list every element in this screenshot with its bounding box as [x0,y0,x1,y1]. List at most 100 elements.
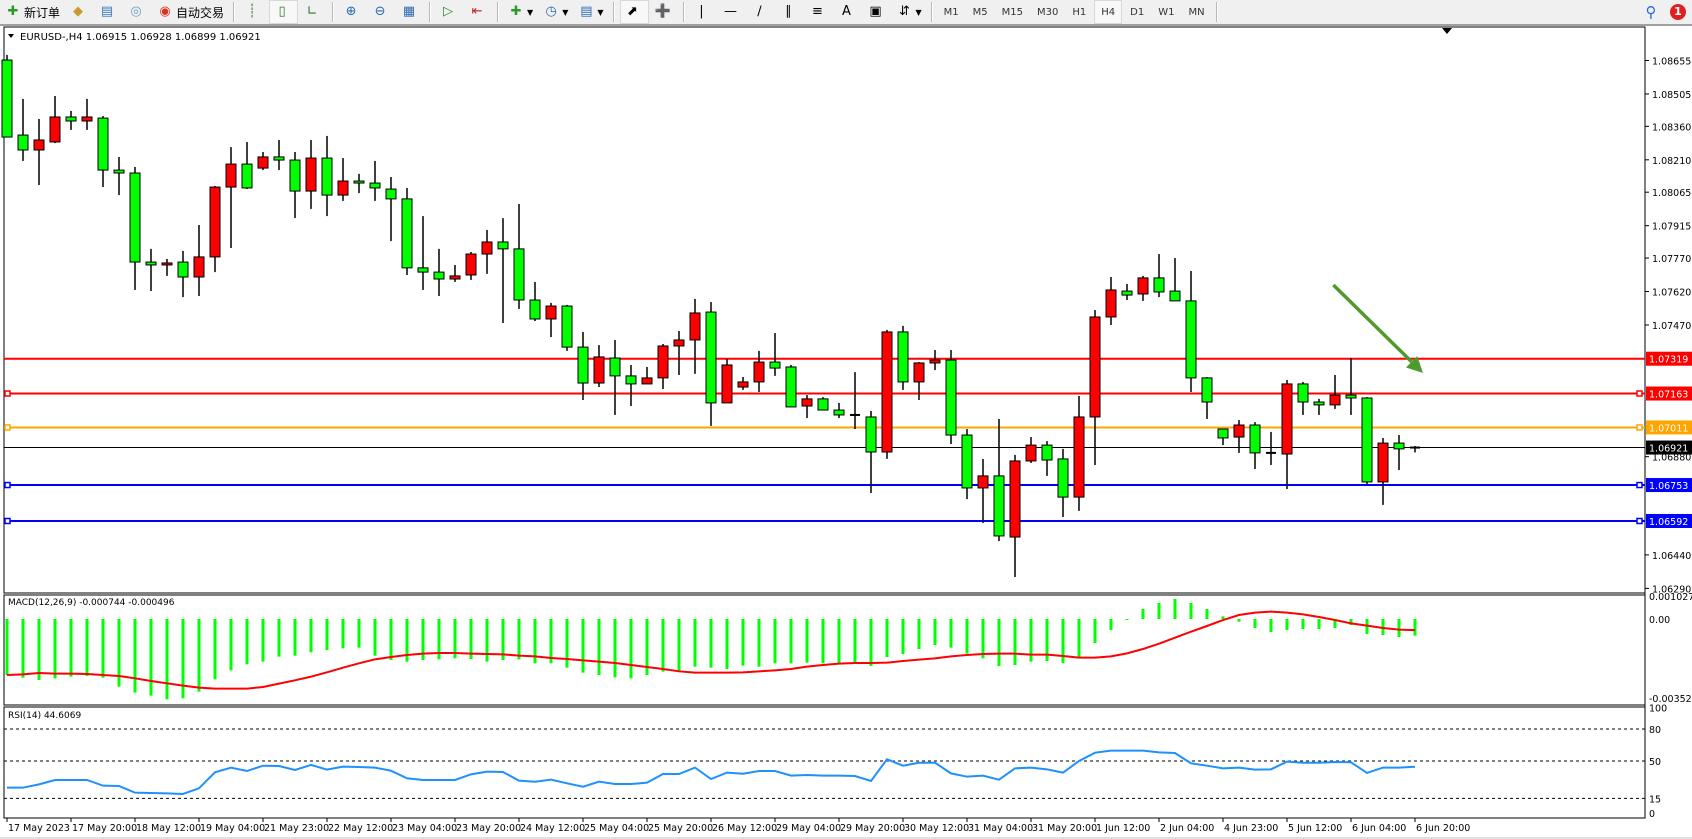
macd-histogram-bar [373,619,377,656]
crosshair-button[interactable]: ➕ [651,1,678,23]
auto-trading-icon: ◉ [159,4,171,19]
macd-histogram-bar [117,619,121,687]
candle [113,156,125,196]
timeframe-d1[interactable]: D1 [1130,6,1145,18]
indicators-button[interactable]: ✚ ▼ [504,1,537,23]
macd-histogram-bar [325,619,329,650]
timeframe-mn[interactable]: MN [1188,6,1205,18]
zoom-out-icon: ⊖ [374,4,386,19]
horizontal-line-button[interactable]: — [719,1,746,23]
bar-chart-button[interactable]: ┊ [240,1,267,23]
candle [417,216,429,290]
candle [593,345,605,388]
autoscroll-button[interactable]: ⇤ [465,1,492,23]
candle [1410,445,1420,453]
chart-menu-triangle-icon[interactable] [8,34,14,38]
rsi-tick-label: 80 [1649,725,1661,736]
timeframe-w1[interactable]: W1 [1158,6,1175,18]
tile-windows-button[interactable]: ▦ [397,1,424,23]
timeframe-m15[interactable]: M15 [1001,6,1024,18]
macd-tick-label: 0.001027 [1649,592,1692,603]
candle [689,298,701,374]
candle-body [241,163,253,189]
equidistant-channel-button[interactable]: ∥ [777,1,804,23]
candle [705,302,717,426]
level-handle-left [4,390,11,397]
candle [1137,275,1149,301]
macd-histogram-bar [949,619,953,648]
candle-body [1201,377,1213,403]
time-label: 17 May 20:00 [72,823,137,834]
macd-histogram-bar [501,619,505,661]
navigator-button[interactable]: ▤ [95,1,122,23]
candle-body [401,198,413,269]
cursor-button[interactable]: ⬈ [619,0,649,24]
trendline-button[interactable]: ∕ [748,1,775,23]
chart-shift-marker-icon[interactable] [1442,28,1452,34]
candlestick-button[interactable]: ▯ [269,0,299,24]
candle [513,204,525,309]
candle [369,160,381,201]
candle-body [1393,442,1405,450]
zoom-in-button[interactable]: ⊕ [339,1,366,23]
macd-histogram-bar [629,619,633,679]
candle [497,218,509,323]
vertical-line-button[interactable]: | [690,1,717,23]
candle-body [657,345,669,379]
toolbar-separator [612,2,615,22]
periods-button[interactable]: ◷ ▼ [539,1,572,23]
arrows-button[interactable]: ⇵ ▼ [893,1,926,23]
templates-button[interactable]: ▤ ▼ [574,1,607,23]
market-watch-icon: ◆ [73,4,84,19]
signals-button[interactable]: ◎ [124,1,151,23]
timeframe-m1[interactable]: M1 [943,6,959,18]
macd-histogram-bar [421,619,425,661]
level-price-tag [1646,351,1692,366]
text-button[interactable]: A [835,1,862,23]
candle [657,343,669,390]
candle [609,339,621,415]
timeframe-m30[interactable]: M30 [1037,6,1059,18]
chart-shift-button[interactable]: ▷ [436,1,463,23]
chart-background [0,26,1692,839]
macd-histogram-bar [277,619,281,657]
candle-body [161,262,173,266]
timeframe-m5[interactable]: M5 [972,6,988,18]
new-order-button[interactable]: ✚ 新订单 [1,1,64,23]
macd-histogram-bar [981,619,985,659]
notifications-button[interactable]: 1 [1670,4,1686,20]
cursor-icon: ⬈ [627,4,638,19]
zoom-out-button[interactable]: ⊖ [368,1,395,23]
candle [257,152,269,171]
candle-body [1121,290,1133,296]
macd-histogram-bar [53,619,57,679]
candle [17,98,29,161]
timeframe-h1[interactable]: H1 [1072,6,1087,18]
fibonacci-button[interactable]: ≡ [806,1,833,23]
candle-body [1217,428,1229,439]
macd-histogram-bar [181,619,185,699]
timeframe-h4[interactable]: H4 [1094,0,1123,24]
price-tick-label: 1.08065 [1652,188,1691,199]
level-price-label: 1.07011 [1649,423,1688,434]
chevron-down-icon: ▼ [915,7,922,17]
chart-window[interactable]: 1.08655 1.08505 1.08360 1.08210 1.08065 1.079… [0,26,1692,839]
candle-body [1377,442,1389,483]
text-label-button[interactable]: ▣ [864,1,891,23]
arrow-head-icon [1405,356,1423,373]
macd-histogram-bar [1253,619,1257,628]
candle-body [497,241,509,250]
macd-histogram-bar [1349,619,1353,625]
text-icon: A [842,4,851,19]
candle [1,54,13,138]
macd-histogram-bar [789,619,793,664]
line-chart-button[interactable]: ∟ [300,1,327,23]
candle-body [129,172,141,263]
candle [737,377,749,390]
search-icon[interactable]: ⚲ [1645,3,1657,21]
candle [49,95,61,144]
market-watch-button[interactable]: ◆ [66,1,93,23]
auto-trading-button[interactable]: ◉ 自动交易 [153,1,228,23]
new-order-label: 新订单 [24,5,61,20]
vertical-line-icon: | [699,4,704,19]
